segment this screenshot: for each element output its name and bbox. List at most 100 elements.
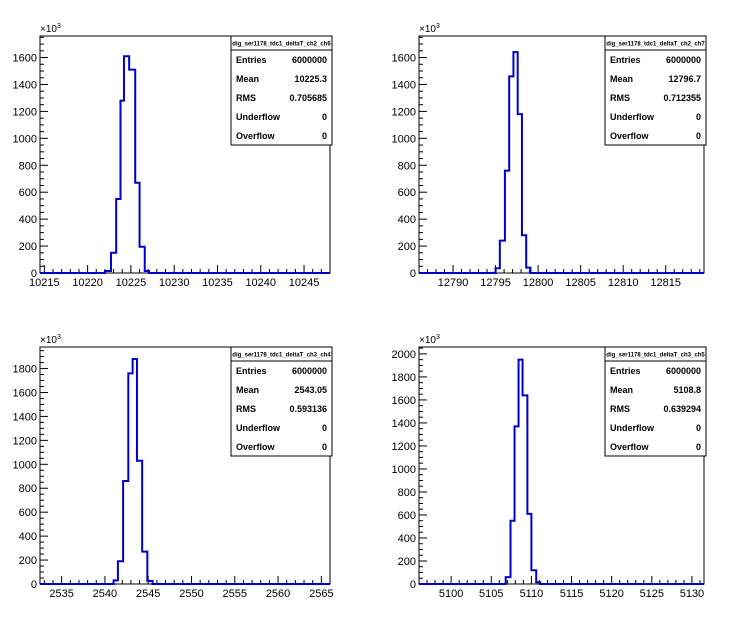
histogram-panel-4: 5100 5105 5110 5115 5120 5125 5130 0 200 400 600 80… (392, 334, 707, 600)
x-tick-label: 10220 (72, 277, 103, 289)
stats-value-rms: 0.705685 (289, 93, 327, 103)
y-scale-exponent: ×103 (40, 334, 61, 346)
stats-label-rms: RMS (610, 404, 630, 414)
stats-value-entries: 6000000 (292, 55, 327, 65)
stats-label-mean: Mean (610, 74, 633, 84)
stats-box: dig_ser1178_tdc1_deltaT_ch3_ch5 Entries 60… (604, 346, 707, 457)
x-tick-label: 10230 (159, 277, 190, 289)
y-tick-label: 600 (398, 187, 416, 199)
x-tick-label: 2535 (49, 588, 73, 600)
stats-value-underflow: 0 (322, 112, 327, 122)
y-tick-label: 0 (410, 579, 416, 591)
y-tick-label: 400 (398, 533, 416, 545)
y-tick-label: 0 (410, 268, 416, 280)
y-tick-label: 1600 (392, 395, 416, 407)
x-tick-label: 2540 (93, 588, 117, 600)
stats-value-rms: 0.639294 (663, 404, 701, 414)
y-tick-label: 200 (398, 241, 416, 253)
stats-box-frame (230, 346, 333, 457)
stats-value-mean: 2543.05 (294, 385, 327, 395)
stats-label-overflow: Overflow (610, 442, 650, 452)
y-tick-label: 1400 (13, 411, 37, 423)
stats-value-underflow: 0 (696, 423, 701, 433)
stats-title: dig_ser1178_tdc1_deltaT_ch2_ch7 (606, 42, 705, 48)
x-tick-label: 5105 (479, 588, 503, 600)
stats-box-frame (604, 346, 707, 457)
stats-label-rms: RMS (236, 404, 256, 414)
y-tick-label: 400 (19, 531, 37, 543)
stats-title: dig_ser1178_tdc1_deltaT_ch3_ch4 (232, 353, 331, 359)
x-tick-label: 10215 (29, 277, 60, 289)
x-tick-label: 5115 (560, 588, 584, 600)
stats-value-entries: 6000000 (292, 366, 327, 376)
y-tick-label: 600 (398, 510, 416, 522)
x-tick-label: 10225 (116, 277, 147, 289)
y-tick-label: 1200 (13, 106, 37, 118)
y-tick-label: 1000 (13, 133, 37, 145)
stats-value-overflow: 0 (696, 131, 701, 141)
y-tick-label: 1600 (13, 387, 37, 399)
x-tick-label: 2560 (266, 588, 290, 600)
stats-value-entries: 6000000 (666, 366, 701, 376)
y-tick-label: 800 (19, 160, 37, 172)
y-tick-label: 1000 (392, 133, 416, 145)
stats-box: dig_ser1178_tdc1_deltaT_ch2_ch6 Entries 60… (230, 35, 333, 146)
stats-label-entries: Entries (236, 55, 267, 65)
stats-label-entries: Entries (610, 366, 641, 376)
y-tick-label: 400 (398, 214, 416, 226)
stats-label-mean: Mean (236, 385, 259, 395)
stats-box-frame (604, 35, 707, 146)
y-tick-label: 400 (19, 214, 37, 226)
x-tick-label: 12810 (608, 277, 639, 289)
histogram-panel-2: 12790 12795 12800 12805 12810 12815 0 200 400 600… (392, 23, 707, 289)
exponent-superscript: 3 (57, 23, 61, 30)
y-tick-label: 600 (19, 187, 37, 199)
stats-label-mean: Mean (610, 385, 633, 395)
y-tick-label: 800 (398, 160, 416, 172)
y-tick-label: 1200 (392, 441, 416, 453)
stats-label-underflow: Underflow (236, 112, 281, 122)
x-tick-label: 5120 (599, 588, 623, 600)
y-scale-exponent: ×103 (419, 23, 440, 35)
stats-label-overflow: Overflow (610, 131, 650, 141)
stats-value-overflow: 0 (322, 442, 327, 452)
y-tick-label: 1200 (392, 106, 416, 118)
y-tick-label: 200 (19, 555, 37, 567)
x-tick-label: 2555 (223, 588, 247, 600)
stats-label-mean: Mean (236, 74, 259, 84)
x-tick-label: 12805 (565, 277, 596, 289)
stats-value-rms: 0.593136 (289, 404, 327, 414)
x-tick-label: 2565 (309, 588, 333, 600)
stats-label-overflow: Overflow (236, 131, 276, 141)
y-tick-label: 1600 (13, 53, 37, 65)
x-tick-label: 10240 (245, 277, 276, 289)
x-tick-label: 12815 (650, 277, 681, 289)
x-tick-label: 2550 (179, 588, 203, 600)
x-tick-label: 10235 (202, 277, 233, 289)
x-tick-label: 2545 (136, 588, 160, 600)
histogram-line (419, 358, 704, 585)
stats-box-frame (230, 35, 333, 146)
histogram-panel-3: 2535 2540 2545 2550 2555 2560 2565 0 200 400 600 80… (13, 334, 334, 600)
stats-value-entries: 6000000 (666, 55, 701, 65)
stats-label-entries: Entries (610, 55, 641, 65)
stats-value-mean: 12796.7 (668, 74, 701, 84)
y-tick-label: 1400 (392, 79, 416, 91)
stats-value-underflow: 0 (696, 112, 701, 122)
x-tick-label: 12790 (438, 277, 469, 289)
exponent-superscript: 3 (436, 334, 440, 341)
stats-label-entries: Entries (236, 366, 267, 376)
x-tick-label: 10245 (289, 277, 320, 289)
stats-label-underflow: Underflow (236, 423, 281, 433)
stats-title: dig_ser1178_tdc1_deltaT_ch3_ch5 (606, 353, 705, 359)
y-tick-label: 1200 (13, 435, 37, 447)
histogram-line (40, 55, 330, 274)
histogram-line (419, 51, 704, 274)
stats-value-mean: 5108.8 (673, 385, 701, 395)
x-tick-label: 5100 (439, 588, 463, 600)
y-tick-label: 2000 (392, 349, 416, 361)
y-tick-label: 1000 (392, 464, 416, 476)
y-scale-exponent: ×103 (40, 23, 61, 35)
stats-label-underflow: Underflow (610, 112, 655, 122)
x-tick-label: 12795 (480, 277, 511, 289)
